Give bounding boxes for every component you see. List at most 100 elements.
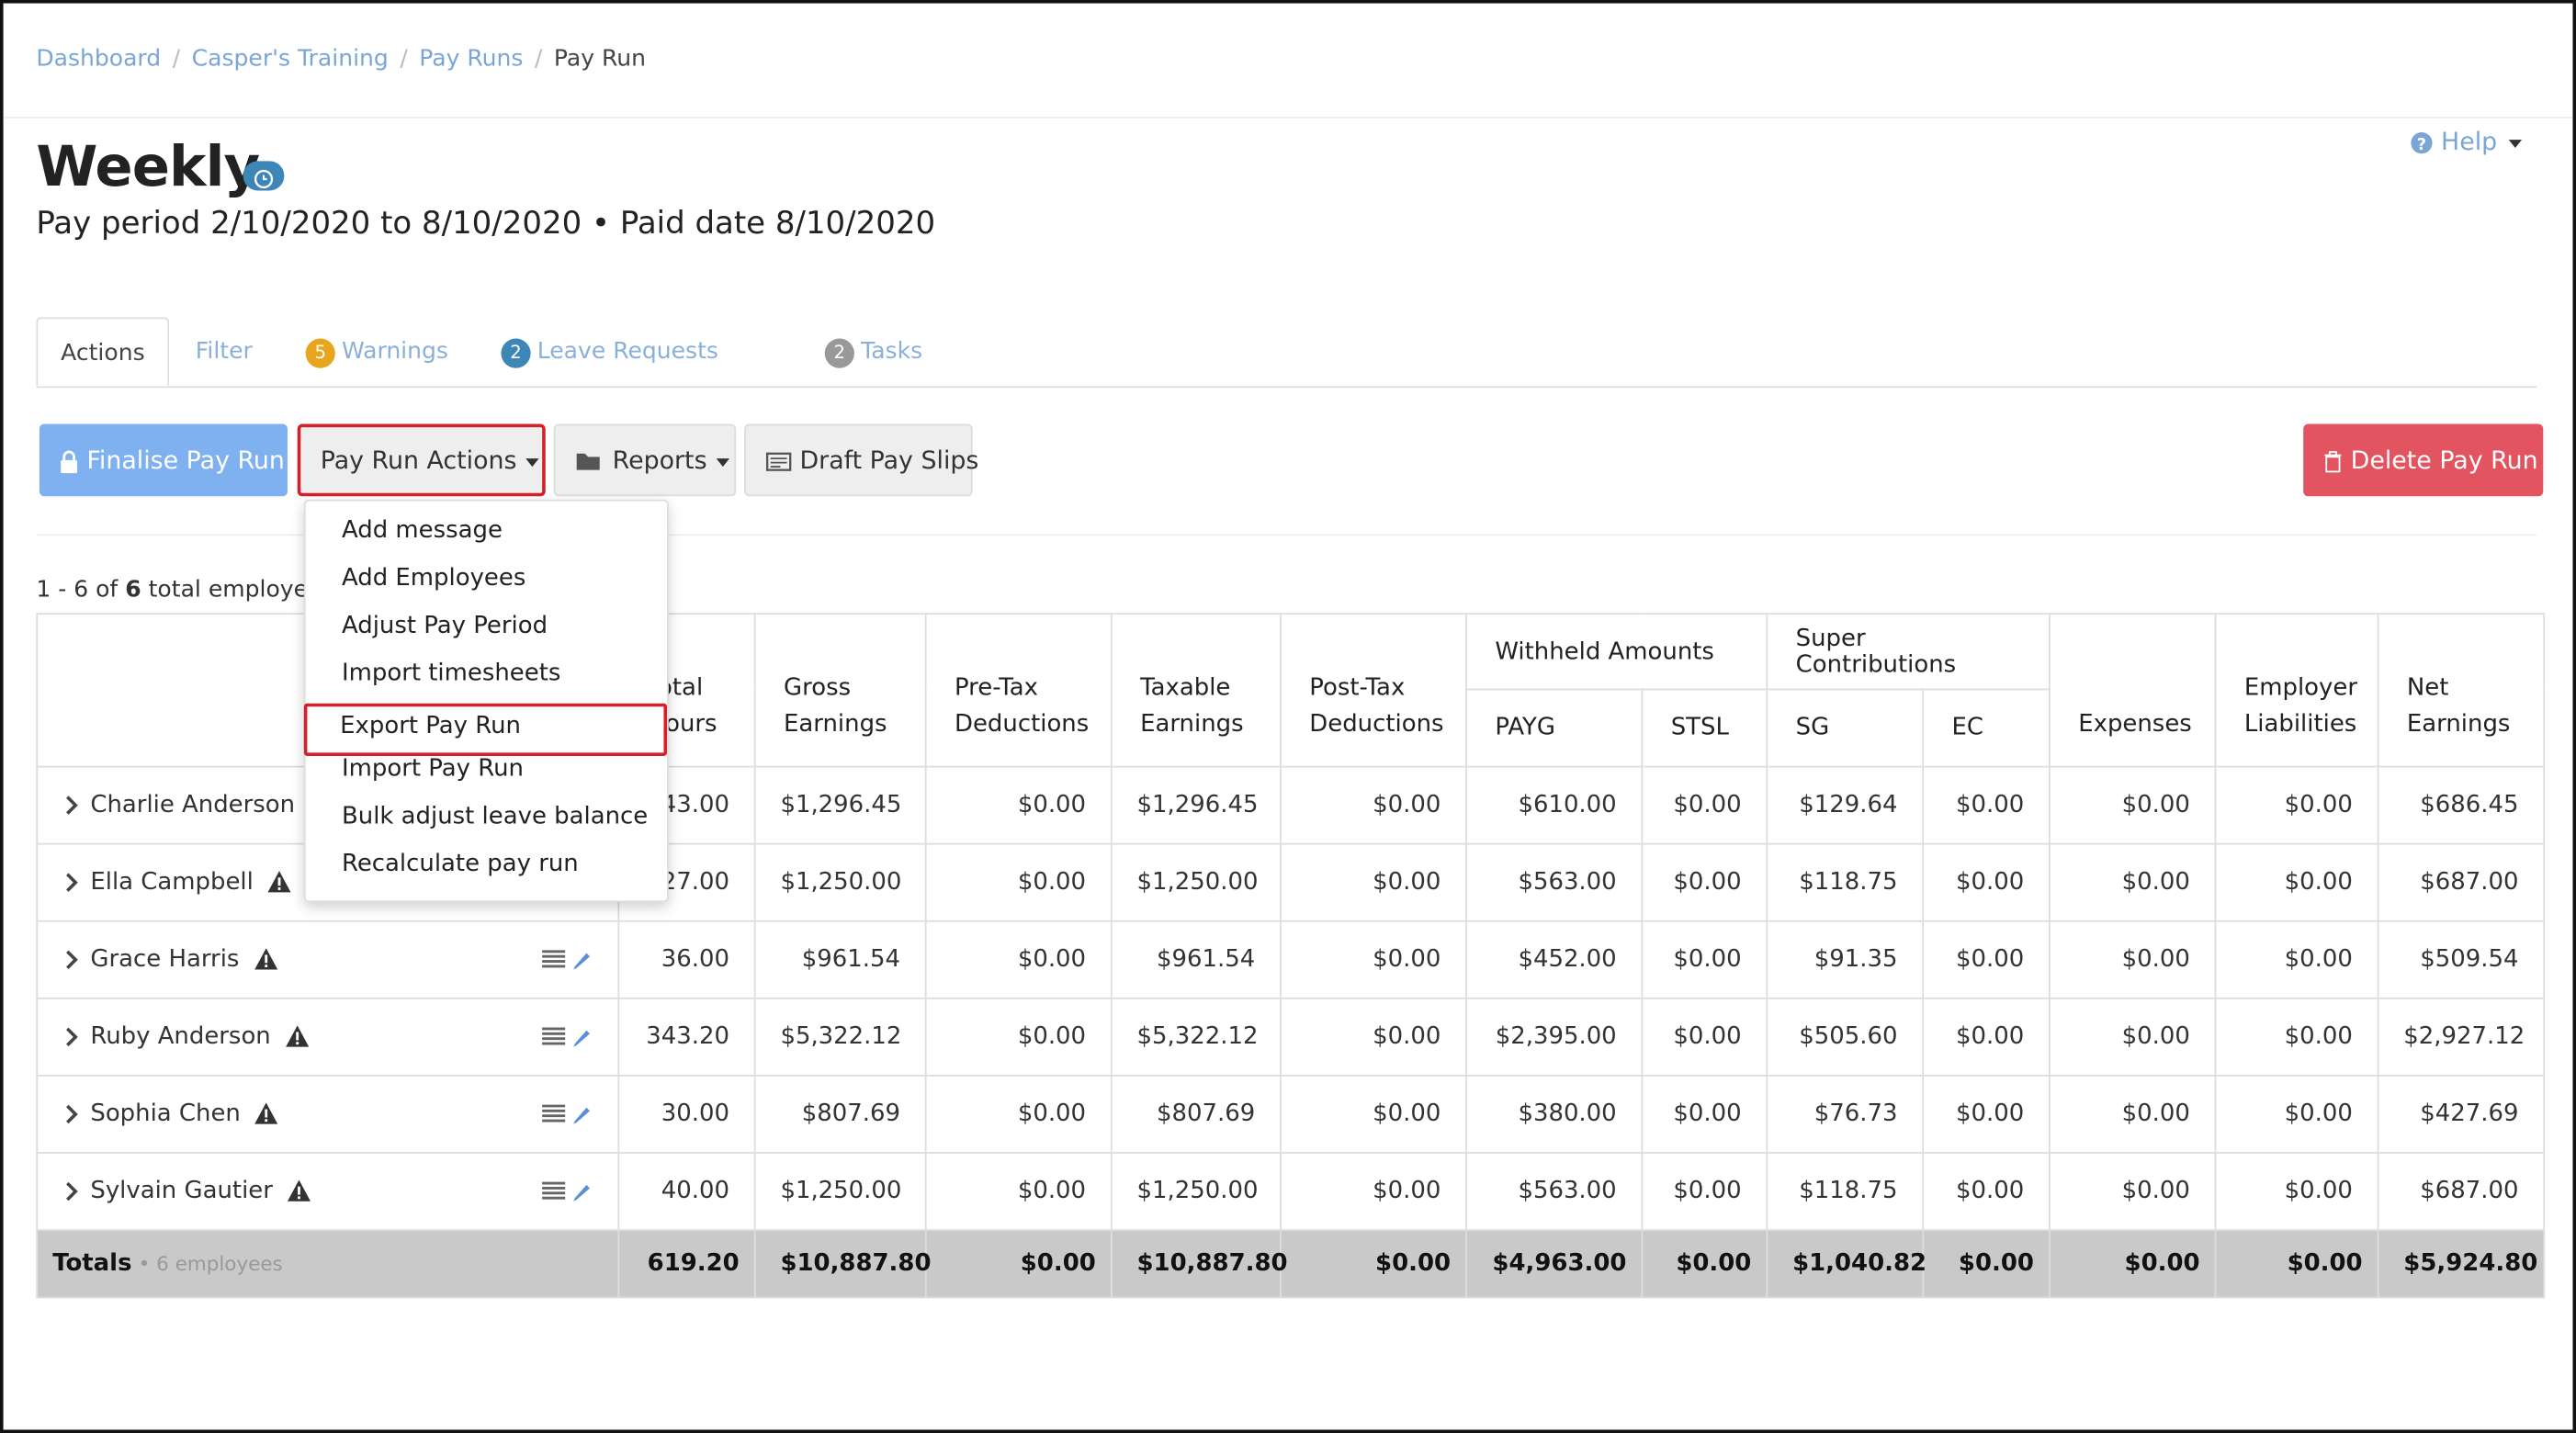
column-header: Net Earnings: [2377, 613, 2546, 768]
value-cell: $452.00: [1465, 920, 1644, 999]
value-cell: $129.64: [1766, 765, 1925, 845]
caret: [2508, 139, 2522, 148]
value-cell: $5,322.12: [753, 997, 927, 1077]
tab-badge: 2: [501, 338, 531, 368]
breadcrumb-item[interactable]: Pay Runs: [389, 46, 523, 73]
value-cell: $0.00: [2049, 997, 2217, 1077]
totals-value: $4,963.00: [1465, 1229, 1644, 1299]
menu-item[interactable]: Adjust Pay Period: [341, 613, 548, 639]
breadcrumb-item[interactable]: Dashboard: [36, 46, 162, 73]
value-cell: $0.00: [1922, 765, 2051, 845]
expand-chevron[interactable]: [64, 869, 81, 896]
value-cell: $1,250.00: [1110, 842, 1282, 922]
totals-row: Totals • 6 employees 619.20 $10,887.80 $0.00…: [36, 1229, 2546, 1299]
row-tools[interactable]: [540, 1179, 593, 1205]
value-cell: $380.00: [1465, 1075, 1644, 1154]
value-cell: $0.00: [1641, 920, 1768, 999]
lock-icon: [61, 449, 78, 473]
clock-glyph: [254, 168, 274, 188]
value-cell: 36.00: [617, 920, 756, 999]
menu-item[interactable]: Bulk adjust leave balance: [341, 803, 649, 830]
draft-payslips-button[interactable]: Draft Pay Slips: [744, 423, 978, 497]
tab[interactable]: 5 Warnings: [283, 317, 471, 386]
delete-button[interactable]: Delete Pay Run: [2303, 423, 2544, 497]
employee-cell: Grace Harris: [36, 920, 620, 999]
employee-cell: Sylvain Gautier: [36, 1152, 620, 1231]
value-cell: $0.00: [1280, 1075, 1467, 1154]
column-header: Gross Earnings: [753, 613, 927, 768]
menu-item[interactable]: Add message: [341, 517, 503, 545]
menu-item[interactable]: Import timesheets: [341, 660, 561, 687]
expand-chevron[interactable]: [64, 792, 81, 818]
employee-cell-inner: Grace Harris: [64, 946, 593, 973]
employee-cell: Sophia Chen: [36, 1075, 620, 1154]
value-cell: $0.00: [1922, 1152, 2051, 1231]
divider: [3, 117, 2573, 118]
expand-chevron-glyph: [66, 795, 78, 815]
tab[interactable]: 2 Tasks: [802, 317, 946, 386]
employee-row: Grace Harris 36.00 $961.54 $0.00 $961.54 $0.0…: [36, 920, 2546, 999]
finalise-button[interactable]: Finalise Pay Run: [39, 423, 288, 497]
row-tools-glyph: [542, 1104, 590, 1124]
pay-period: Pay period 2/10/2020 to 8/10/2020 • Paid…: [36, 205, 936, 242]
breadcrumb-item: Pay Run: [523, 46, 646, 73]
tab-bar: Actions Filter 5 Warnings 2 Leave Requests 2 Ta…: [36, 317, 2537, 389]
row-tools[interactable]: [540, 1101, 593, 1128]
totals-note: • 6 employees: [138, 1252, 283, 1276]
group-header: Withheld Amounts: [1465, 613, 1768, 691]
menu-item[interactable]: Import Pay Run: [341, 755, 524, 783]
menu-item[interactable]: Recalculate pay run: [341, 851, 579, 878]
button-label: Reports: [612, 445, 707, 476]
help-text: Help: [2441, 126, 2498, 156]
warning-icon-glyph: [285, 1025, 309, 1047]
value-cell: $0.00: [2214, 842, 2379, 922]
header-row: PAYG STSL SG EC: [37, 688, 2544, 768]
value-cell: $0.00: [924, 997, 1113, 1077]
totals-value: $0.00: [1922, 1229, 2051, 1299]
tab-label: Actions: [61, 340, 145, 367]
employee-name[interactable]: Grace Harris: [90, 946, 240, 974]
totals-value: $0.00: [1280, 1229, 1467, 1299]
employee-name[interactable]: Ruby Anderson: [90, 1023, 271, 1051]
expand-chevron[interactable]: [64, 946, 81, 973]
expand-chevron[interactable]: [64, 1101, 81, 1128]
value-cell: $118.75: [1766, 1152, 1925, 1231]
value-cell: $0.00: [2214, 765, 2379, 845]
menu-item[interactable]: Add Employees: [341, 565, 526, 592]
employee-cell-inner: Ruby Anderson: [64, 1023, 593, 1051]
value-cell: $0.00: [1922, 920, 2051, 999]
tab[interactable]: 2 Leave Requests: [478, 317, 741, 386]
reports-button[interactable]: Reports: [553, 423, 737, 497]
breadcrumb-item[interactable]: Casper's Training: [161, 46, 389, 73]
expand-chevron[interactable]: [64, 1179, 81, 1205]
employee-name[interactable]: Charlie Anderson: [90, 792, 296, 818]
value-cell: $563.00: [1465, 842, 1644, 922]
value-cell: $505.60: [1766, 997, 1925, 1077]
value-cell: 40.00: [617, 1152, 756, 1231]
tab[interactable]: Actions: [36, 317, 170, 387]
value-cell: $76.73: [1766, 1075, 1925, 1154]
summary-count: 6: [125, 576, 141, 604]
row-tools[interactable]: [540, 946, 593, 973]
employee-cell-inner: Sylvain Gautier: [64, 1178, 593, 1205]
employee-name[interactable]: Ella Campbell: [90, 869, 254, 897]
pay-run-actions-button[interactable]: Pay Run Actions: [297, 423, 546, 497]
button-label: Finalise Pay Run: [86, 445, 285, 476]
value-cell: $1,250.00: [753, 842, 927, 922]
value-cell: 30.00: [617, 1075, 756, 1154]
tab[interactable]: Filter: [173, 317, 276, 386]
value-cell: $563.00: [1465, 1152, 1644, 1231]
expand-chevron[interactable]: [64, 1024, 81, 1051]
caret: [716, 457, 730, 467]
menu-item[interactable]: Export Pay Run: [303, 703, 668, 756]
employee-name[interactable]: Sylvain Gautier: [90, 1178, 273, 1205]
value-cell: $509.54: [2377, 920, 2546, 999]
help-link[interactable]: ? Help: [2410, 127, 2525, 156]
employee-name[interactable]: Sophia Chen: [90, 1100, 241, 1128]
row-tools[interactable]: [540, 1024, 593, 1051]
value-cell: $961.54: [753, 920, 927, 999]
totals-value: $1,040.82: [1766, 1229, 1926, 1299]
warning-icon-glyph: [267, 871, 291, 893]
value-cell: $0.00: [1922, 842, 2051, 922]
value-cell: $0.00: [924, 1152, 1113, 1231]
